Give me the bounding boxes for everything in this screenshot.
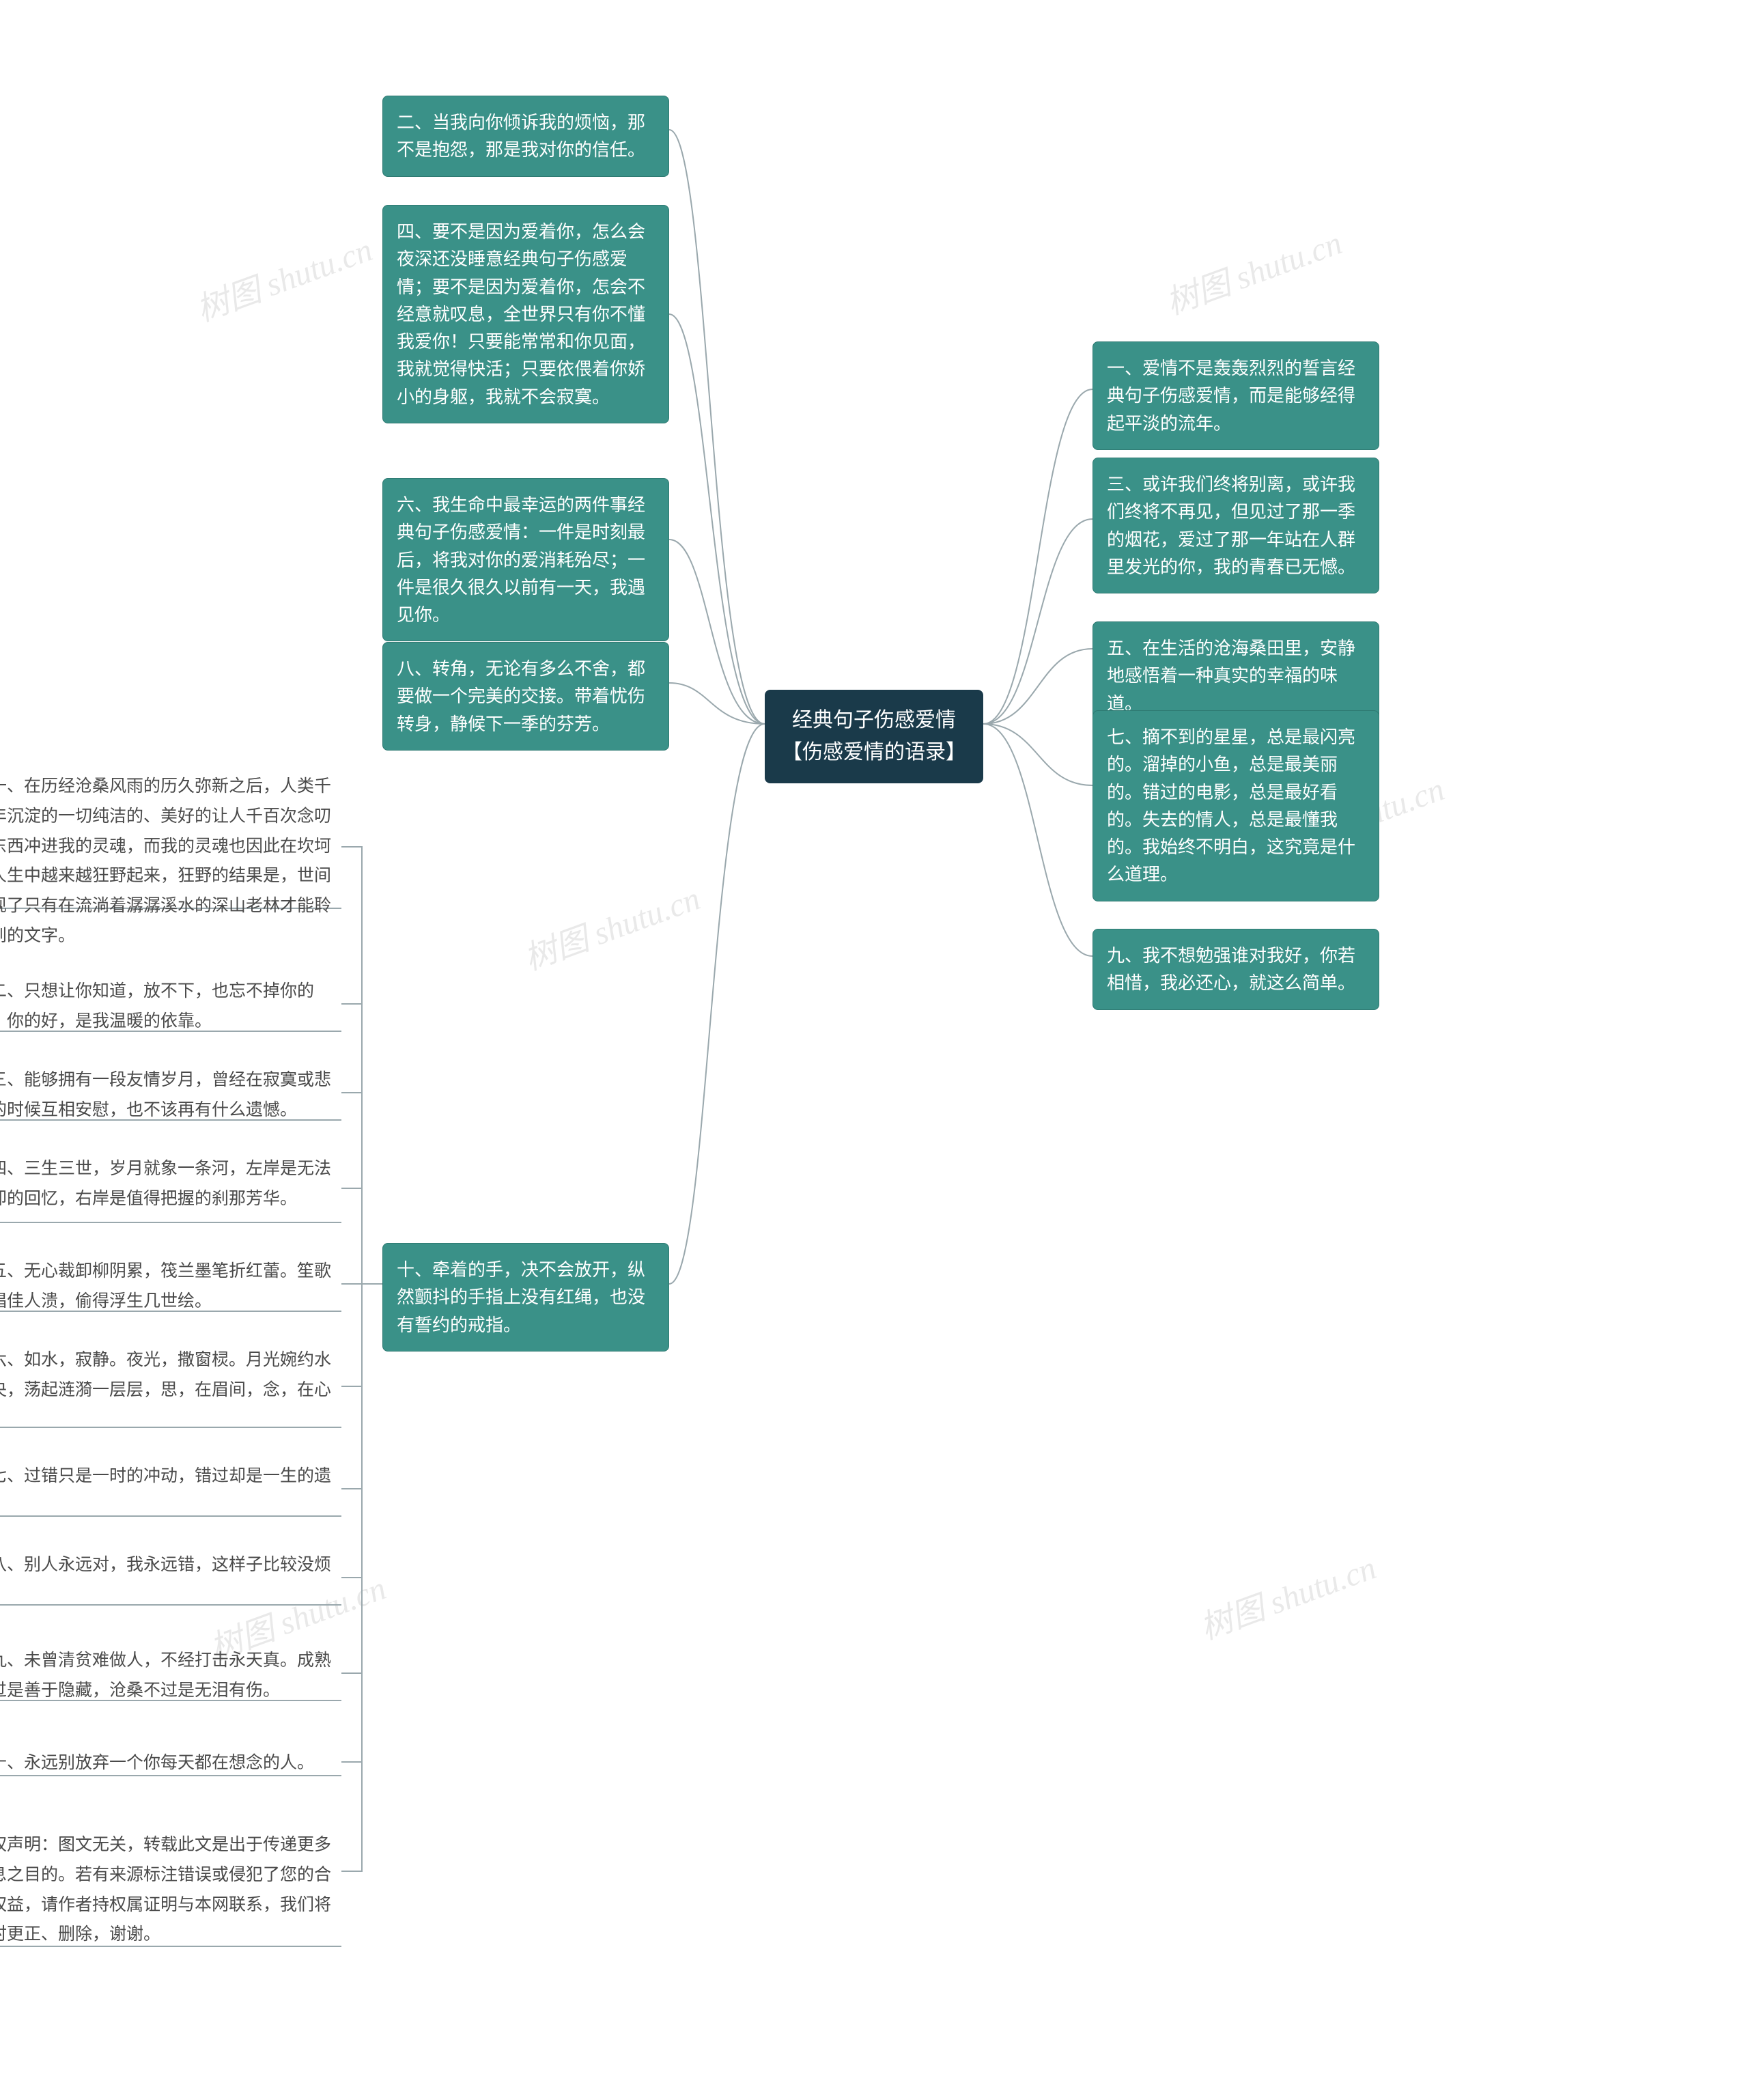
plain-node-14: 十四、三生三世，岁月就象一条河，左岸是无法忘却的回忆，右岸是值得把握的刹那芳华。 bbox=[0, 1154, 341, 1214]
left-node-8[interactable]: 八、转角，无论有多么不舍，都要做一个完美的交接。带着忧伤转身，静候下一季的芬芳。 bbox=[382, 642, 669, 751]
right-node-1[interactable]: 一、爱情不是轰轰烈烈的誓言经典句子伤感爱情，而是能够经得起平淡的流年。 bbox=[1092, 341, 1379, 450]
plain-node-18: 十八、别人永远对，我永远错，这样子比较没烦恼。 bbox=[0, 1550, 341, 1610]
right-node-3[interactable]: 三、或许我们终将别离，或许我们终将不再见，但见过了那一季的烟花，爱过了那一年站在… bbox=[1092, 458, 1379, 593]
right-node-7[interactable]: 七、摘不到的星星，总是最闪亮的。溜掉的小鱼，总是最美丽的。错过的电影，总是最好看… bbox=[1092, 710, 1379, 901]
watermark: 树图 shutu.cn bbox=[1192, 1541, 1381, 1649]
root-node[interactable]: 经典句子伤感爱情【伤感爱情的语录】 bbox=[765, 690, 983, 783]
left-node-2[interactable]: 二、当我向你倾诉我的烦恼，那不是抱怨，那是我对你的信任。 bbox=[382, 96, 669, 177]
watermark: 树图 shutu.cn bbox=[1158, 216, 1347, 324]
left-node-6[interactable]: 六、我生命中最幸运的两件事经典句子伤感爱情：一件是时刻最后，将我对你的爱消耗殆尽… bbox=[382, 478, 669, 641]
watermark: 树图 shutu.cn bbox=[516, 871, 705, 979]
left-node-4[interactable]: 四、要不是因为爱着你，怎么会夜深还没睡意经典句子伤感爱情；要不是因为爱着你，怎会… bbox=[382, 205, 669, 423]
plain-node-15: 十五、无心裁卸柳阴累，筏兰墨笔折红蕾。笙歌回唱佳人溃，偷得浮生几世绘。 bbox=[0, 1257, 341, 1317]
plain-node-11: 十一、在历经沧桑风雨的历久弥新之后，人类千百年沉淀的一切纯洁的、美好的让人千百次… bbox=[0, 772, 341, 951]
plain-node-copyright: 版权声明：图文无关，转载此文是出于传递更多信息之目的。若有来源标注错误或侵犯了您… bbox=[0, 1830, 341, 1950]
plain-node-16: 十六、如水，寂静。夜光，撒窗棂。月光婉约水中央，荡起涟漪一层层，思，在眉间，念，… bbox=[0, 1345, 341, 1435]
plain-node-20: 二十、永远别放弃一个你每天都在想念的人。 bbox=[0, 1748, 341, 1778]
plain-node-13: 十三、能够拥有一段友情岁月，曾经在寂寞或悲痛的时候互相安慰，也不该再有什么遗憾。 bbox=[0, 1065, 341, 1125]
plain-node-17: 十七、过错只是一时的冲动，错过却是一生的遗憾。 bbox=[0, 1461, 341, 1522]
watermark: 树图 shutu.cn bbox=[188, 223, 378, 331]
plain-node-19: 十九、未曾清贫难做人，不经打击永天真。成熟不过是善于隐藏，沧桑不过是无泪有伤。 bbox=[0, 1646, 341, 1706]
right-node-9[interactable]: 九、我不想勉强谁对我好，你若相惜，我必还心，就这么简单。 bbox=[1092, 929, 1379, 1010]
left-node-10[interactable]: 十、牵着的手，决不会放开，纵然颤抖的手指上没有红绳，也没有誓约的戒指。 bbox=[382, 1243, 669, 1352]
plain-node-12: 十二、只想让你知道，放不下，也忘不掉你的笑，你的好，是我温暖的依靠。 bbox=[0, 977, 341, 1037]
connector-lines bbox=[0, 0, 1748, 2100]
